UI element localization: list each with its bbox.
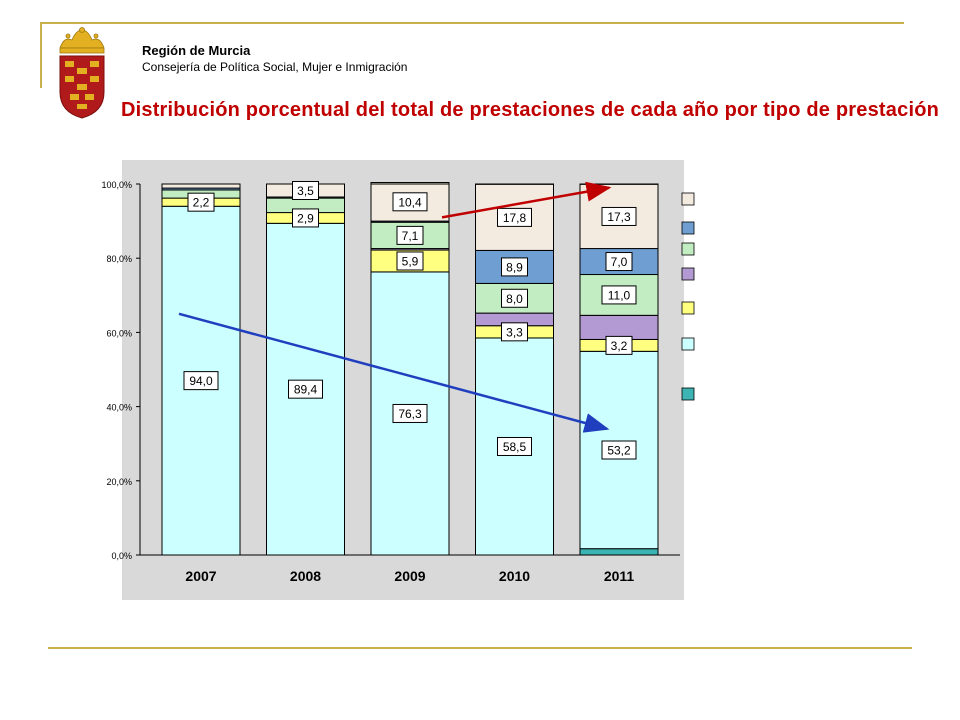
x-tick-label: 2011 [604, 568, 635, 584]
data-label: 7,0 [611, 255, 628, 269]
murcia-coat-of-arms-logo [59, 27, 105, 119]
bottom-divider [48, 647, 912, 649]
legend-swatch [681, 337, 695, 351]
data-label-box [601, 206, 637, 226]
data-label: 17,3 [607, 210, 631, 224]
data-label-box [292, 208, 319, 228]
x-tick-label: 2009 [394, 568, 425, 584]
data-label: 89,4 [294, 383, 318, 397]
y-tick-label: 40,0% [106, 403, 132, 413]
stacked-bar-chart: 0,0% 20,0% 40,0% 60,0% 80,0% 100,0% 94,0 2,2 89… [101, 160, 695, 600]
data-label: 76,3 [398, 407, 422, 421]
data-label: 7,1 [402, 229, 419, 243]
data-label: 10,4 [398, 195, 422, 209]
bar-segment [579, 314, 659, 340]
org-name: Región de Murcia [142, 43, 251, 58]
y-tick-label: 100,0% [101, 180, 132, 190]
top-divider [40, 22, 904, 24]
legend-swatch [681, 242, 695, 256]
data-label-box [396, 225, 424, 245]
data-label: 53,2 [607, 444, 631, 458]
data-label: 8,9 [506, 260, 523, 274]
data-label-box [392, 403, 428, 423]
data-label-box [288, 379, 323, 399]
y-tick-label: 0,0% [111, 551, 132, 561]
data-label-box [605, 335, 633, 355]
data-label-box [497, 436, 532, 456]
data-label-box [605, 252, 633, 272]
data-label: 5,9 [402, 254, 419, 268]
trend-arrows [178, 181, 612, 433]
y-tick-label: 60,0% [106, 328, 132, 338]
x-axis: 2007 2008 2009 2010 2011 [140, 554, 680, 584]
trend-arrow [441, 181, 612, 219]
data-label-box [601, 285, 637, 305]
data-label-box [601, 440, 637, 460]
data-label: 2,9 [297, 211, 314, 225]
data-label-box [501, 288, 528, 308]
data-label-box [497, 207, 532, 227]
page-title: Distribución porcentual del total de pre… [120, 99, 940, 121]
data-label-box [501, 322, 528, 342]
department-name: Consejería de Política Social, Mujer e I… [142, 60, 408, 74]
data-label-box [396, 251, 424, 271]
data-labels: 94,0 2,2 89,4 2,9 3,5 76,3 5,9 7,1 10,4 58,5 3,3 8,… [183, 180, 637, 460]
left-divider [40, 22, 42, 88]
data-label-box [187, 192, 215, 212]
data-label: 3,3 [506, 325, 523, 339]
trend-arrow [178, 312, 610, 433]
data-label-box [183, 371, 219, 391]
y-axis: 0,0% 20,0% 40,0% 60,0% 80,0% 100,0% [101, 180, 141, 561]
x-tick-label: 2007 [185, 568, 216, 584]
y-tick-label: 80,0% [106, 254, 132, 264]
legend-swatch [681, 267, 695, 281]
data-label: 17,8 [503, 211, 527, 225]
legend-swatch [681, 192, 695, 206]
data-label: 2,2 [193, 196, 210, 210]
legend-swatch [681, 387, 695, 401]
legend: TeleasistenciaCentro de DíaAtención Resi… [681, 192, 695, 401]
data-label: 8,0 [506, 292, 523, 306]
data-label: 3,2 [611, 339, 628, 353]
data-label: 94,0 [189, 374, 213, 388]
data-label-box [292, 180, 319, 200]
data-label: 3,5 [297, 184, 314, 198]
data-label: 58,5 [503, 440, 527, 454]
legend-swatch [681, 221, 695, 235]
y-tick-label: 20,0% [106, 477, 132, 487]
x-tick-label: 2010 [499, 568, 530, 584]
data-label: 11,0 [608, 288, 631, 302]
bar-segment [579, 548, 659, 556]
data-label-box [501, 257, 528, 277]
legend-swatch [681, 301, 695, 315]
bar-segment [161, 183, 241, 189]
x-tick-label: 2008 [290, 568, 321, 584]
data-label-box [392, 192, 428, 212]
